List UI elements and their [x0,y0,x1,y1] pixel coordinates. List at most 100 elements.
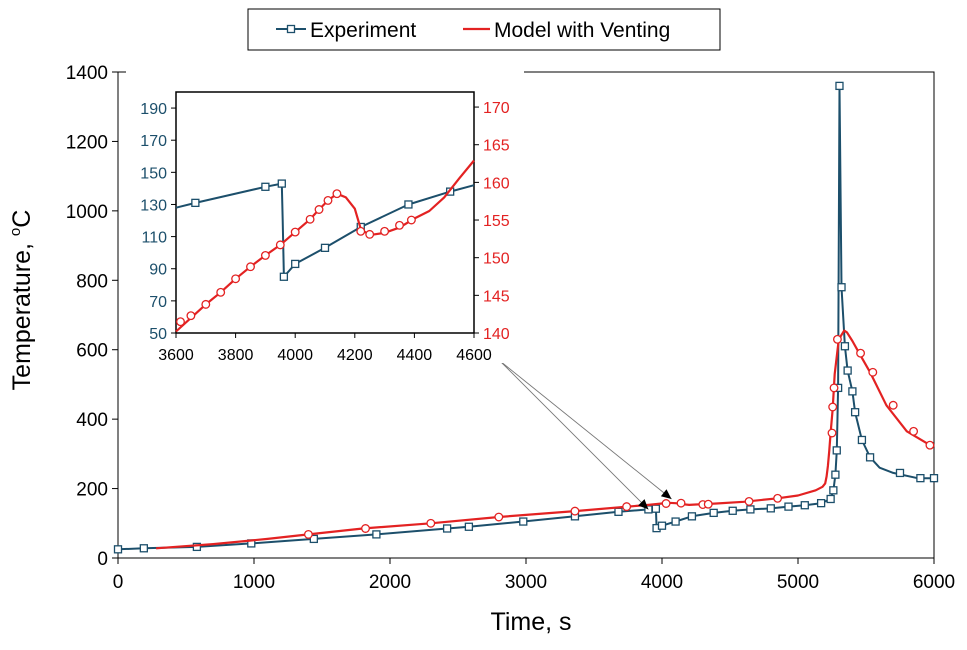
experiment-point [766,504,775,513]
experiment-point [709,508,718,518]
inset-experiment-point [320,243,330,252]
inset-model-point [314,205,324,214]
inset-right-tick-label: 155 [483,213,510,230]
experiment-point [784,502,793,511]
x-tick-label: 4000 [641,572,683,593]
model-point [303,529,313,539]
inset-model-point [406,215,416,225]
experiment-point [816,499,826,508]
experiment-point [614,507,623,516]
series-line-model [156,329,935,550]
y-axis-label-sup: o [7,228,24,236]
experiment-point [800,501,809,510]
inset-x-tick-label: 4600 [456,347,492,364]
zoom-connector-line [499,360,649,510]
inset-right-tick-label: 140 [483,326,510,343]
legend: Experiment Model with Venting [247,8,721,51]
inset-experiment-point [291,259,300,269]
y-tick-label: 400 [76,410,108,431]
y-tick-label: 1000 [66,202,108,223]
y-axis-label: Temperature, oC [7,210,36,391]
experiment-point [848,387,857,396]
inset-plot: 3600 3800 4000 4200 4400 4600 50 70 90 110 130 150 1… [126,70,524,364]
model-point [361,524,370,533]
experiment-point [837,283,846,292]
x-tick-label: 6000 [913,572,955,593]
experiment-point [309,534,318,544]
inset-model-point [246,262,255,272]
y-tick-label: 800 [76,271,108,292]
experiment-point [865,453,875,462]
experiment-point [139,544,148,553]
inset-series-line-experiment [175,182,475,278]
inset-left-tick-label: 90 [149,262,167,279]
model-point [622,502,632,512]
inset-model-point [356,226,366,236]
zoom-connector-line [499,360,672,500]
y-tick-label: 200 [76,480,108,501]
model-point [773,493,783,503]
zoom-connector-arrowhead [660,489,672,499]
experiment-point [746,505,755,514]
experiment-point [651,504,661,513]
y-axis-label-main: Temperature, [8,236,36,390]
inset-model-point [186,311,196,321]
y-tick-label: 1200 [66,132,108,153]
experiment-point [831,470,840,479]
model-point [828,402,838,412]
inset-frame [175,91,475,334]
experiment-point [464,522,474,531]
experiment-point [829,486,838,495]
inset-right-tick-label: 145 [483,288,510,305]
inset-model-point [395,220,404,230]
model-point [856,348,866,358]
x-tick-label: 1000 [233,572,275,593]
model-point [832,334,842,344]
inset-model-point [201,299,211,309]
experiment-point [113,545,123,554]
inset-model-point [275,240,285,250]
inset-left-tick-label: 190 [140,101,167,118]
model-point [827,428,837,438]
experiment-point [840,342,850,351]
inset-x-tick-label: 4000 [277,347,313,364]
x-tick-label: 5000 [777,572,819,593]
legend-box [247,8,721,51]
model-point [676,498,686,508]
experiment-point [728,506,737,515]
inset-model-point [380,226,390,236]
model-point [426,518,436,528]
experiment-point [519,517,528,526]
model-point [661,499,671,508]
legend-marker-experiment [286,24,296,34]
inset-experiment-point [191,198,200,208]
experiment-point [843,366,852,375]
inset-model-point [260,250,270,260]
inset-model-point [332,189,342,199]
experiment-point [671,517,680,526]
inset-model-point [365,229,375,239]
experiment-point [850,408,860,417]
experiment-point [916,474,925,483]
experiment-point [835,81,844,91]
inset-experiment-point [261,182,270,191]
inset-right-tick-label: 160 [483,175,510,192]
inset-x-tick-label: 3800 [218,347,254,364]
inset-left-tick-label: 110 [141,230,167,247]
axis-labels: Time, s Temperature, oC [7,210,572,636]
inset-right-tick-label: 150 [483,251,510,268]
y-tick-label: 600 [76,341,108,362]
inset-experiment-point [404,200,413,209]
inset-x-tick-label: 4200 [337,347,373,364]
inset-background [126,70,524,363]
experiment-point [192,542,202,552]
inset-left-tick-label: 130 [140,197,167,214]
x-tick-label: 0 [113,572,124,593]
model-point [888,400,898,410]
model-point [744,496,754,506]
experiment-point [442,524,452,533]
y-tick-label: 0 [97,549,108,570]
inset-right-tick-label: 165 [483,138,510,155]
